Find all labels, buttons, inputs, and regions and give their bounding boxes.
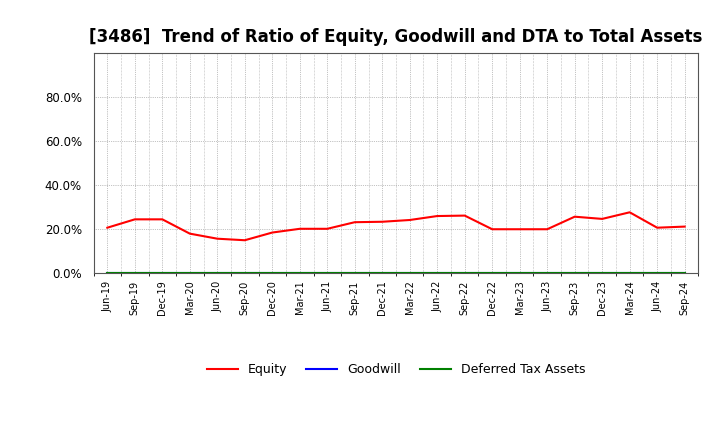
Deferred Tax Assets <box>488 270 497 275</box>
Deferred Tax Assets <box>103 270 112 275</box>
Deferred Tax Assets <box>543 270 552 275</box>
Goodwill <box>351 270 359 275</box>
Equity <box>680 224 689 229</box>
Deferred Tax Assets <box>351 270 359 275</box>
Equity <box>295 226 304 231</box>
Deferred Tax Assets <box>516 270 524 275</box>
Goodwill <box>240 270 249 275</box>
Goodwill <box>186 270 194 275</box>
Line: Equity: Equity <box>107 212 685 240</box>
Deferred Tax Assets <box>680 270 689 275</box>
Goodwill <box>516 270 524 275</box>
Equity <box>378 219 387 224</box>
Title: [3486]  Trend of Ratio of Equity, Goodwill and DTA to Total Assets: [3486] Trend of Ratio of Equity, Goodwil… <box>89 28 703 46</box>
Deferred Tax Assets <box>323 270 332 275</box>
Deferred Tax Assets <box>186 270 194 275</box>
Equity <box>323 226 332 231</box>
Goodwill <box>323 270 332 275</box>
Goodwill <box>158 270 166 275</box>
Goodwill <box>570 270 579 275</box>
Goodwill <box>213 270 222 275</box>
Deferred Tax Assets <box>295 270 304 275</box>
Equity <box>626 209 634 215</box>
Deferred Tax Assets <box>433 270 441 275</box>
Deferred Tax Assets <box>268 270 276 275</box>
Deferred Tax Assets <box>213 270 222 275</box>
Deferred Tax Assets <box>598 270 606 275</box>
Deferred Tax Assets <box>570 270 579 275</box>
Equity <box>598 216 606 221</box>
Equity <box>213 236 222 241</box>
Equity <box>405 217 414 223</box>
Goodwill <box>405 270 414 275</box>
Equity <box>130 216 139 222</box>
Legend: Equity, Goodwill, Deferred Tax Assets: Equity, Goodwill, Deferred Tax Assets <box>202 358 590 381</box>
Goodwill <box>598 270 606 275</box>
Goodwill <box>268 270 276 275</box>
Equity <box>268 230 276 235</box>
Goodwill <box>295 270 304 275</box>
Deferred Tax Assets <box>158 270 166 275</box>
Deferred Tax Assets <box>460 270 469 275</box>
Equity <box>570 214 579 220</box>
Goodwill <box>378 270 387 275</box>
Goodwill <box>680 270 689 275</box>
Deferred Tax Assets <box>653 270 662 275</box>
Goodwill <box>488 270 497 275</box>
Equity <box>351 220 359 225</box>
Equity <box>460 213 469 218</box>
Equity <box>488 227 497 232</box>
Equity <box>186 231 194 236</box>
Equity <box>103 225 112 231</box>
Equity <box>516 227 524 232</box>
Goodwill <box>626 270 634 275</box>
Equity <box>653 225 662 231</box>
Deferred Tax Assets <box>626 270 634 275</box>
Goodwill <box>653 270 662 275</box>
Deferred Tax Assets <box>378 270 387 275</box>
Equity <box>543 227 552 232</box>
Deferred Tax Assets <box>130 270 139 275</box>
Goodwill <box>543 270 552 275</box>
Equity <box>240 238 249 243</box>
Goodwill <box>460 270 469 275</box>
Goodwill <box>103 270 112 275</box>
Goodwill <box>433 270 441 275</box>
Deferred Tax Assets <box>240 270 249 275</box>
Goodwill <box>130 270 139 275</box>
Equity <box>433 213 441 219</box>
Deferred Tax Assets <box>405 270 414 275</box>
Equity <box>158 216 166 222</box>
